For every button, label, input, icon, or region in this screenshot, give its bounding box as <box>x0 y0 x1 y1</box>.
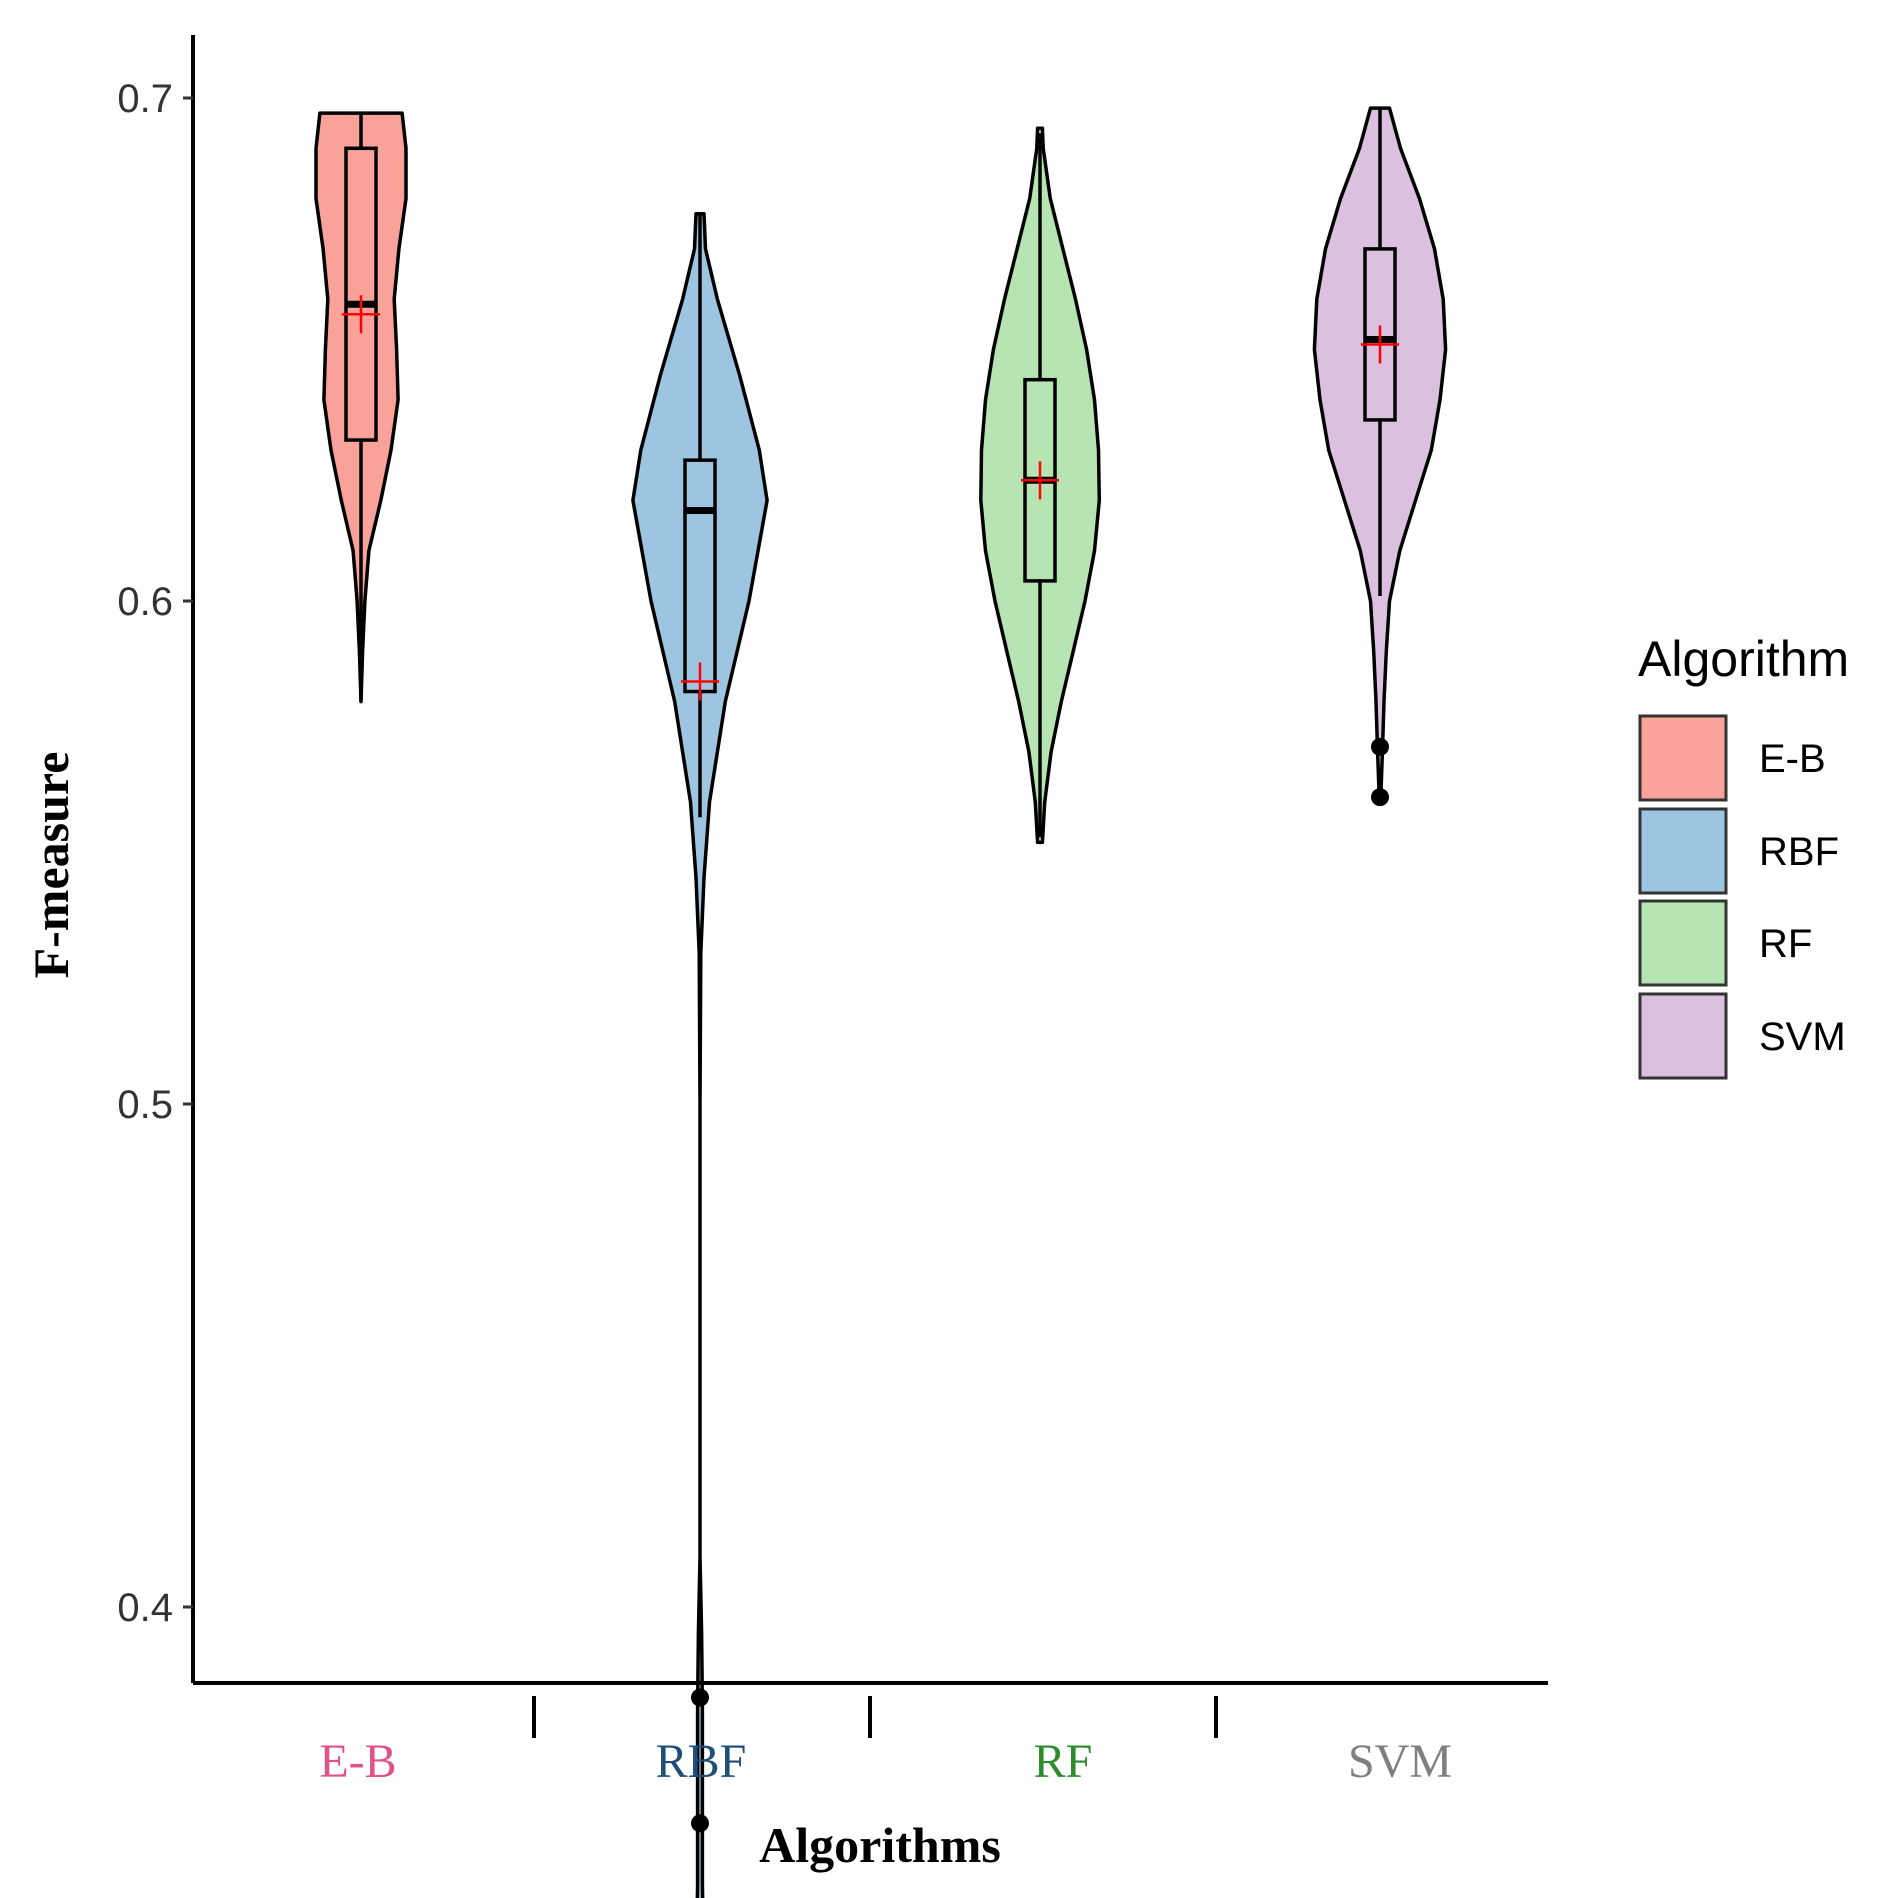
x-tick-label-svm: SVM <box>1348 1735 1452 1788</box>
x-axis-title: Algorithms <box>759 1817 1001 1873</box>
legend-key-svm <box>1638 992 1728 1080</box>
outlier-svm-0 <box>1371 737 1389 756</box>
axes-layer: 0.4 0.5 0.6 0.7 <box>117 35 1548 1738</box>
outlier-svm-1 <box>1371 788 1389 807</box>
legend-label-rbf: RBF <box>1759 830 1839 874</box>
y-tick-label-1: 0.5 <box>117 1083 173 1127</box>
legend-key-e-b <box>1638 714 1728 802</box>
legend-title: Algorithm <box>1638 631 1849 687</box>
legend: Algorithm E-B RBF RF SVM <box>1638 631 1849 1080</box>
x-tick-label-rf: RF <box>1034 1735 1093 1788</box>
x-tick-label-e-b: E-B <box>319 1735 396 1788</box>
legend-label-svm: SVM <box>1759 1015 1846 1059</box>
violins-layer <box>314 106 1448 1898</box>
legend-label-rf: RF <box>1759 922 1812 966</box>
outlier-rbf-1 <box>691 1814 709 1833</box>
y-axis-title: F-measure <box>23 752 79 979</box>
legend-key-rf <box>1638 899 1728 987</box>
y-tick-label-2: 0.6 <box>117 580 173 624</box>
legend-key-rbf <box>1638 807 1728 895</box>
legend-label-e-b: E-B <box>1759 737 1826 781</box>
violin-rbf <box>631 211 769 1898</box>
y-tick-label-0: 0.4 <box>117 1586 173 1630</box>
x-tick-label-rbf: RBF <box>656 1735 747 1788</box>
box-rbf <box>683 458 717 694</box>
y-tick-label-3: 0.7 <box>117 77 173 121</box>
outlier-rbf-0 <box>691 1688 709 1707</box>
box-e-b <box>344 146 378 442</box>
labels-layer: E-B RBF RF SVM Algorithms F-measure <box>23 752 1452 1873</box>
